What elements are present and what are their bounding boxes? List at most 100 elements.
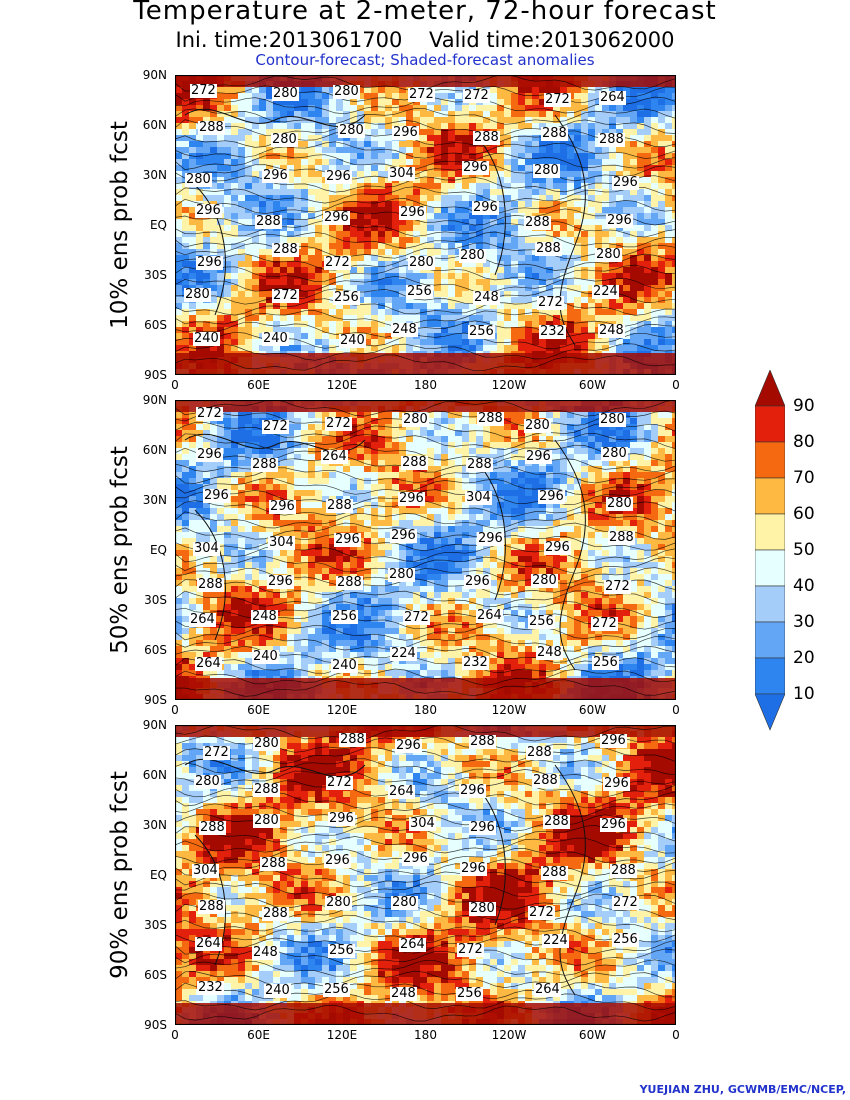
map-panel-2: 272 272 272 280 288 280 280 296 288 264 288 288 296 2… [175,400,676,700]
contour-label: 296 [600,817,627,832]
contour-label: 288 [255,214,282,229]
contour-label: 296 [600,733,627,748]
panel-label-text: 50% ens prob fcst [107,446,133,654]
panel-label-text: 90% ens prob fcst [107,771,133,979]
panel-label-text: 10% ens prob fcst [107,121,133,329]
contour-label: 280 [194,774,221,789]
contour-label: 288 [535,241,562,256]
contour-label: 240 [264,983,291,998]
contour-label: 272 [325,416,352,431]
contour-label: 288 [199,820,226,835]
contour-label: 288 [251,457,278,472]
lon-tick-label: 0 [672,1028,680,1042]
contour-label: 272 [203,745,230,760]
colorbar-level-label: 30 [793,612,815,632]
contour-label: 280 [531,573,558,588]
contour-label: 240 [252,649,279,664]
contour-label: 296 [323,210,350,225]
contour-label: 288 [401,455,428,470]
contour-label: 288 [272,242,299,257]
contour-label: 280 [469,901,496,916]
contour-label: 296 [325,169,352,184]
contour-label: 280 [524,418,551,433]
lat-tick-label: 60N [142,118,167,132]
contour-label: 272 [604,579,631,594]
contour-label: 296 [269,499,296,514]
contour-label: 272 [326,775,353,790]
contour-label: 296 [525,449,552,464]
lon-tick-label: 60W [578,378,607,392]
contour-label: 264 [476,608,503,623]
contour-label: 288 [339,732,366,747]
lon-tick-label: 0 [171,378,179,392]
contour-label: 288 [541,126,568,141]
lat-tick-label: 60S [144,968,167,982]
colorbar-level-label: 10 [793,684,815,704]
page-subtitle: Ini. time:2013061700 Valid time:20130620… [175,28,675,52]
contour-label: 296 [196,255,223,270]
contour-label: 272 [324,255,351,270]
contour-label: 248 [251,609,278,624]
contour-label: 232 [462,655,489,670]
page-title: Temperature at 2-meter, 72-hour forecast [133,0,717,26]
contour-label: 288 [262,906,289,921]
contour-label: 280 [595,247,622,262]
contour-label: 248 [473,290,500,305]
lat-tick-label: 60N [142,443,167,457]
lat-tick-label: 60S [144,643,167,657]
contour-label: 256 [528,614,555,629]
contour-label: 296 [612,175,639,190]
contour-label: 272 [408,87,435,102]
lat-tick-label: EQ [149,218,167,232]
contour-label: 288 [469,734,496,749]
contour-label: 280 [388,567,415,582]
contour-label: 296 [195,203,222,218]
contour-label: 288 [608,530,635,545]
contour-label: 280 [338,123,365,138]
contour-label: 280 [185,172,212,187]
contour-label: 296 [334,532,361,547]
panel-label-3: 90% ens prob fcst [100,725,140,1025]
lon-tick-label: 0 [672,703,680,717]
lon-tick-label: 0 [171,1028,179,1042]
colorbar-bottom-arrow [755,693,785,731]
contour-label: 240 [262,331,289,346]
contour-label: 296 [196,447,223,462]
contour-label: 272 [196,406,223,421]
colorbar-level-label: 20 [793,648,815,668]
colorbar-segment [755,621,785,659]
lon-tick-label: 120E [326,378,358,392]
contour-label: 280 [333,84,360,99]
contour-label: 256 [323,982,350,997]
contour-label: 272 [544,92,571,107]
contour-label: 248 [598,323,625,338]
contour-label: 264 [195,656,222,671]
contour-label: 280 [408,255,435,270]
contour-label: 296 [603,776,630,791]
contour-label: 296 [544,540,571,555]
colorbar-segment [755,441,785,479]
contour-label: 288 [598,132,625,147]
contour-label: 304 [465,490,492,505]
lat-tick-label: 90N [142,393,167,407]
lat-tick-label: 30N [142,818,167,832]
lat-tick-label: EQ [149,868,167,882]
contour-label: 296 [464,574,491,589]
contour-label: 272 [528,905,555,920]
contour-label: 296 [460,861,487,876]
contour-label: 288 [253,782,280,797]
contour-label: 296 [606,213,633,228]
contour-label: 296 [462,160,489,175]
contour-label: 280 [533,163,560,178]
contour-label: 296 [398,491,425,506]
contour-label: 288 [466,457,493,472]
lat-tick-label: 30S [144,918,167,932]
lat-tick-label: 90S [144,368,167,382]
contour-label: 224 [542,933,569,948]
contour-label: 256 [328,943,355,958]
contour-label: 256 [456,986,483,1001]
contour-label: 248 [391,322,418,337]
contour-label: 296 [203,488,230,503]
contour-label: 272 [190,83,217,98]
lon-tick-label: 180 [414,703,437,717]
